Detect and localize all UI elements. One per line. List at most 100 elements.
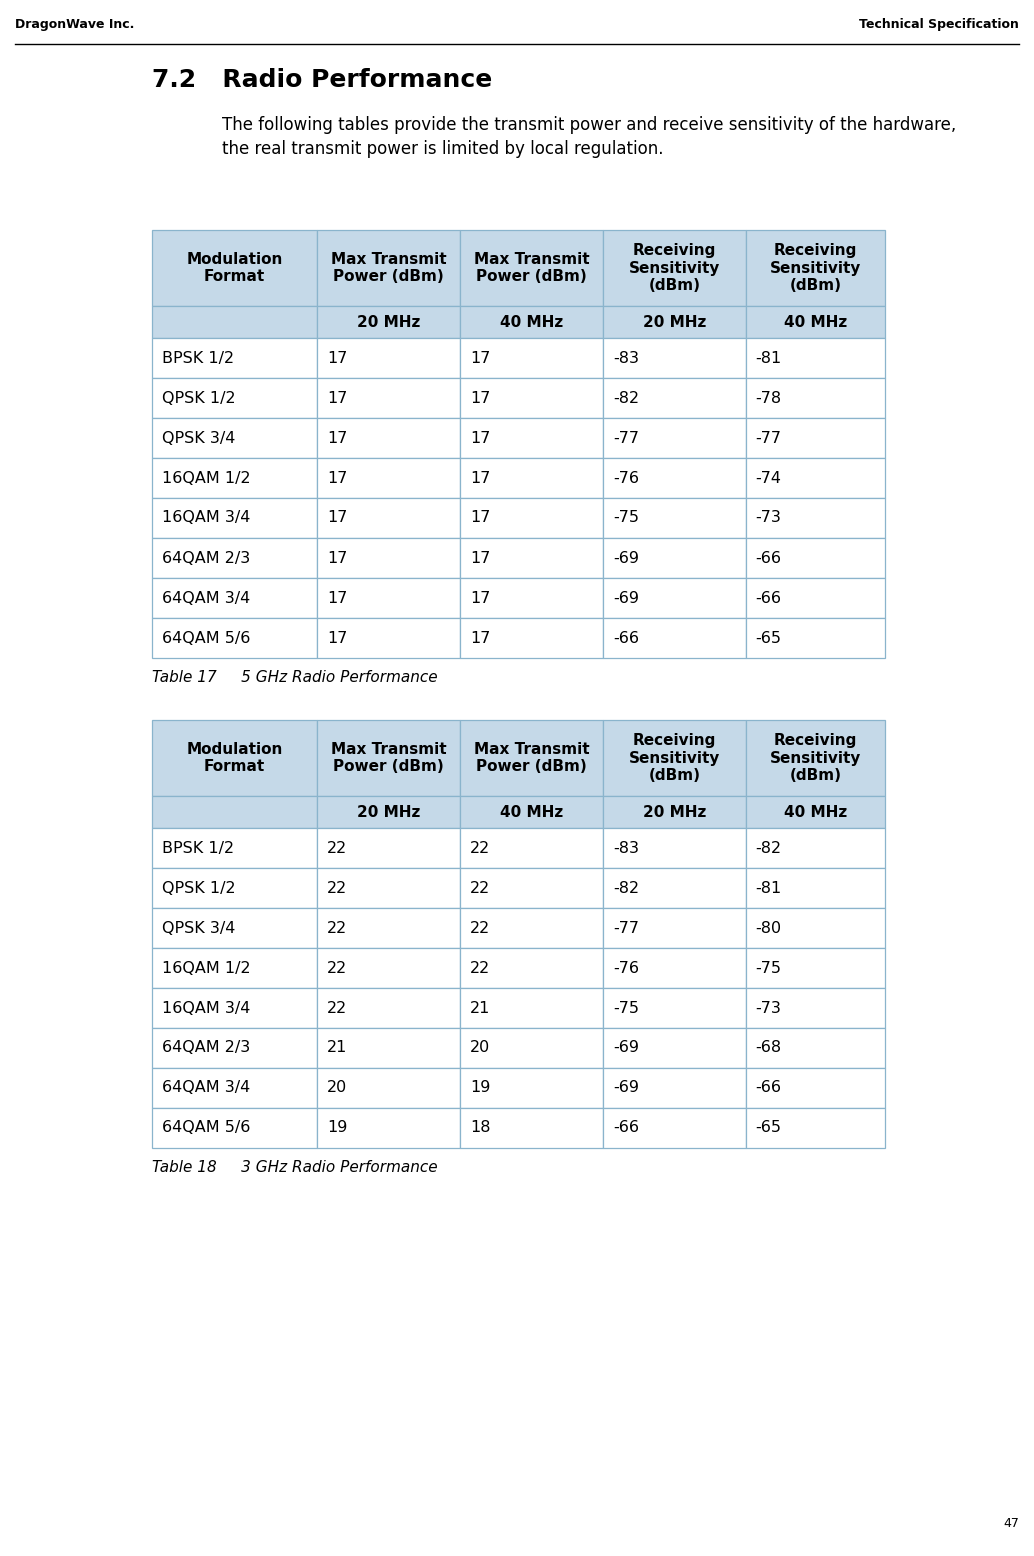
Bar bbox=[460, 828, 603, 868]
Text: 17: 17 bbox=[327, 350, 347, 366]
Text: Receiving
Sensitivity
(dBm): Receiving Sensitivity (dBm) bbox=[629, 243, 720, 293]
Text: -75: -75 bbox=[613, 510, 639, 526]
Text: -66: -66 bbox=[613, 630, 639, 646]
Text: 17: 17 bbox=[327, 510, 347, 526]
Bar bbox=[460, 419, 603, 457]
Text: -66: -66 bbox=[756, 590, 782, 605]
Text: 40 MHz: 40 MHz bbox=[784, 804, 847, 820]
Bar bbox=[152, 948, 317, 988]
Text: 21: 21 bbox=[327, 1041, 347, 1055]
Text: -76: -76 bbox=[613, 470, 639, 485]
Text: Max Transmit
Power (dBm): Max Transmit Power (dBm) bbox=[331, 252, 447, 285]
Text: -78: -78 bbox=[756, 391, 782, 406]
Bar bbox=[746, 338, 885, 378]
Text: 21: 21 bbox=[469, 1001, 490, 1016]
Bar bbox=[317, 1067, 460, 1108]
Bar bbox=[603, 457, 746, 498]
Bar bbox=[317, 1108, 460, 1148]
Bar bbox=[603, 378, 746, 419]
Bar bbox=[317, 618, 460, 658]
Bar bbox=[746, 720, 885, 797]
Bar bbox=[746, 797, 885, 828]
Bar bbox=[317, 1029, 460, 1067]
Text: -65: -65 bbox=[756, 1120, 782, 1136]
Text: 17: 17 bbox=[469, 391, 490, 406]
Bar bbox=[746, 1067, 885, 1108]
Text: 17: 17 bbox=[469, 350, 490, 366]
Text: -68: -68 bbox=[756, 1041, 782, 1055]
Text: 7.2   Radio Performance: 7.2 Radio Performance bbox=[152, 68, 492, 92]
Text: 16QAM 1/2: 16QAM 1/2 bbox=[162, 470, 250, 485]
Text: 40 MHz: 40 MHz bbox=[499, 314, 562, 330]
Bar bbox=[460, 1108, 603, 1148]
Bar bbox=[603, 828, 746, 868]
Text: -81: -81 bbox=[756, 881, 782, 896]
Text: 19: 19 bbox=[327, 1120, 347, 1136]
Bar bbox=[152, 419, 317, 457]
Bar bbox=[152, 577, 317, 618]
Bar bbox=[317, 419, 460, 457]
Text: -77: -77 bbox=[756, 431, 782, 445]
Text: 17: 17 bbox=[469, 590, 490, 605]
Text: QPSK 1/2: QPSK 1/2 bbox=[162, 881, 236, 896]
Text: -80: -80 bbox=[756, 921, 782, 935]
Text: The following tables provide the transmit power and receive sensitivity of the h: The following tables provide the transmi… bbox=[222, 117, 956, 134]
Text: -69: -69 bbox=[613, 1080, 639, 1095]
Bar bbox=[460, 307, 603, 338]
Text: -66: -66 bbox=[613, 1120, 639, 1136]
Bar bbox=[317, 868, 460, 909]
Text: -75: -75 bbox=[613, 1001, 639, 1016]
Text: 16QAM 1/2: 16QAM 1/2 bbox=[162, 960, 250, 976]
Bar bbox=[460, 230, 603, 307]
Text: -69: -69 bbox=[613, 551, 639, 565]
Text: 17: 17 bbox=[327, 391, 347, 406]
Bar bbox=[152, 720, 317, 797]
Text: 17: 17 bbox=[469, 470, 490, 485]
Bar bbox=[317, 909, 460, 948]
Bar bbox=[603, 338, 746, 378]
Text: 18: 18 bbox=[469, 1120, 490, 1136]
Bar bbox=[746, 230, 885, 307]
Bar bbox=[460, 720, 603, 797]
Bar bbox=[317, 230, 460, 307]
Text: QPSK 3/4: QPSK 3/4 bbox=[162, 921, 236, 935]
Text: 64QAM 3/4: 64QAM 3/4 bbox=[162, 590, 250, 605]
Text: Technical Specification: Technical Specification bbox=[859, 19, 1018, 31]
Text: 20 MHz: 20 MHz bbox=[357, 314, 420, 330]
Text: Modulation
Format: Modulation Format bbox=[186, 252, 282, 285]
Bar bbox=[460, 988, 603, 1029]
Text: 64QAM 3/4: 64QAM 3/4 bbox=[162, 1080, 250, 1095]
Text: -77: -77 bbox=[613, 431, 639, 445]
Bar bbox=[746, 868, 885, 909]
Text: 19: 19 bbox=[469, 1080, 490, 1095]
Text: -73: -73 bbox=[756, 510, 782, 526]
Bar bbox=[746, 498, 885, 538]
Bar bbox=[152, 868, 317, 909]
Bar bbox=[603, 538, 746, 577]
Bar bbox=[152, 828, 317, 868]
Text: -75: -75 bbox=[756, 960, 782, 976]
Bar bbox=[460, 909, 603, 948]
Text: 17: 17 bbox=[469, 630, 490, 646]
Bar bbox=[746, 1029, 885, 1067]
Bar bbox=[317, 457, 460, 498]
Bar bbox=[603, 577, 746, 618]
Text: 17: 17 bbox=[327, 551, 347, 565]
Bar bbox=[746, 828, 885, 868]
Text: 20: 20 bbox=[327, 1080, 347, 1095]
Bar bbox=[746, 307, 885, 338]
Bar bbox=[603, 988, 746, 1029]
Text: 16QAM 3/4: 16QAM 3/4 bbox=[162, 1001, 250, 1016]
Text: 40 MHz: 40 MHz bbox=[499, 804, 562, 820]
Text: 17: 17 bbox=[327, 431, 347, 445]
Text: 47: 47 bbox=[1003, 1517, 1018, 1530]
Text: -82: -82 bbox=[613, 391, 639, 406]
Bar bbox=[317, 378, 460, 419]
Text: 22: 22 bbox=[469, 881, 490, 896]
Text: -69: -69 bbox=[613, 1041, 639, 1055]
Bar bbox=[317, 498, 460, 538]
Bar bbox=[460, 457, 603, 498]
Bar bbox=[460, 498, 603, 538]
Bar bbox=[603, 1108, 746, 1148]
Text: 20 MHz: 20 MHz bbox=[357, 804, 420, 820]
